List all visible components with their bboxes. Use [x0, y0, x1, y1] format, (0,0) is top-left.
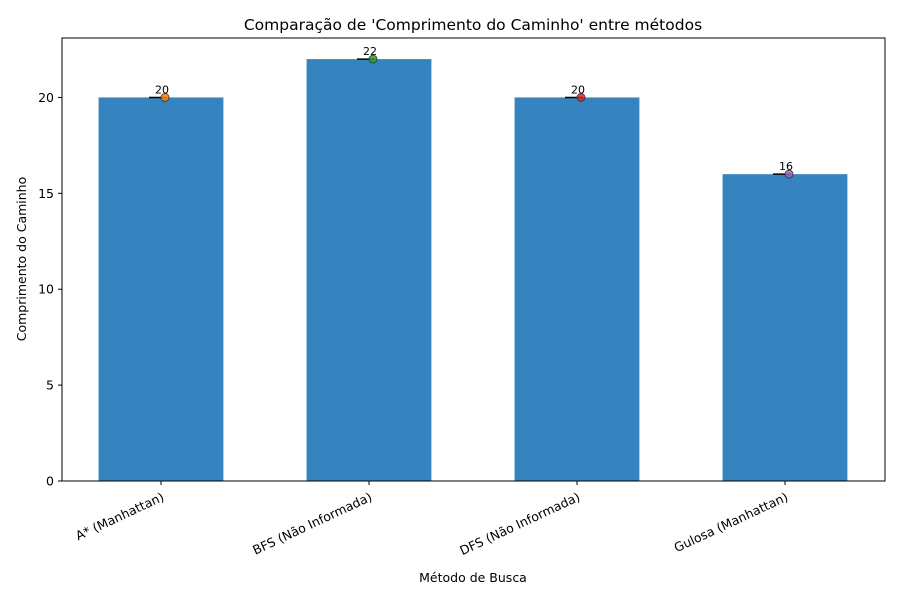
bars-layer: [98, 59, 848, 482]
x-axis: A* (Manhattan) BFS (Não Informada) DFS (Nã…: [73, 481, 790, 558]
y-tick-label: 0: [46, 474, 54, 489]
data-label: 20: [571, 83, 585, 96]
bar: [306, 59, 432, 481]
y-axis: 0 5 10 15 20: [38, 90, 62, 489]
y-axis-label: Comprimento do Caminho: [14, 177, 29, 342]
y-tick-label: 10: [38, 282, 54, 297]
x-tick-label: Gulosa (Manhattan): [672, 489, 791, 555]
plot-frame: [61, 37, 886, 482]
y-tick-label: 15: [38, 186, 54, 201]
data-point: [576, 93, 586, 102]
marks-layer: 20 22 20 16: [149, 45, 794, 179]
chart-title: Comparação de 'Comprimento do Caminho' e…: [244, 16, 702, 34]
data-label: 22: [363, 45, 377, 58]
y-tick-label: 5: [46, 378, 54, 393]
data-label: 16: [779, 160, 793, 173]
bar: [98, 97, 224, 481]
data-label: 20: [155, 83, 169, 96]
bar: [514, 97, 640, 481]
x-tick-label: DFS (Não Informada): [457, 489, 582, 558]
x-axis-label: Método de Busca: [419, 570, 527, 585]
x-tick-label: A* (Manhattan): [73, 489, 166, 543]
data-point: [784, 169, 794, 179]
data-point: [160, 93, 170, 102]
bar: [722, 174, 848, 482]
y-tick-label: 20: [38, 90, 54, 105]
x-tick-label: BFS (Não Informada): [250, 489, 374, 557]
data-point: [368, 54, 378, 64]
